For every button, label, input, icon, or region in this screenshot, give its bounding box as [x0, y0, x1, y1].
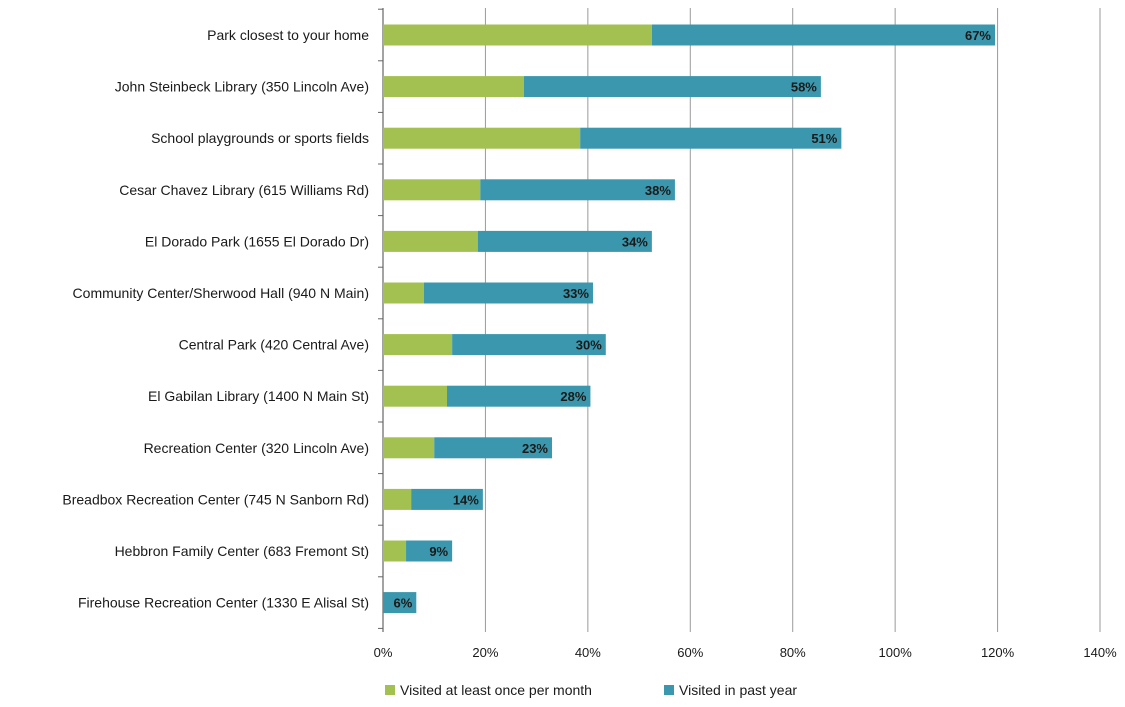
data-label: 34% [622, 234, 648, 249]
tick-label: 140% [1083, 645, 1117, 660]
data-label: 14% [453, 492, 479, 507]
tick-label: 20% [472, 645, 498, 660]
category-label: Hebbron Family Center (683 Fremont St) [115, 543, 369, 559]
bar-past-year [447, 385, 591, 407]
data-label: 6% [393, 596, 412, 611]
gridlines [378, 8, 1101, 632]
bar-past-year [580, 127, 842, 149]
tick-label: 0% [374, 645, 393, 660]
tick-label: 100% [879, 645, 913, 660]
category-label: Cesar Chavez Library (615 Williams Rd) [119, 182, 369, 198]
data-labels: 67% 58% 51% 38% 34% 33% 30% 28% 23% 14% 9% 6% [393, 28, 991, 611]
bar-monthly [383, 179, 481, 201]
category-label: School playgrounds or sports fields [151, 130, 369, 146]
x-axis-tick-labels: 0% 20% 40% 60% 80% 100% 120% 140% [374, 645, 1117, 660]
bar-monthly [383, 24, 652, 46]
category-label: Firehouse Recreation Center (1330 E Alis… [78, 595, 369, 611]
category-label: Recreation Center (320 Lincoln Ave) [144, 440, 369, 456]
tick-label: 80% [780, 645, 806, 660]
bar-monthly [383, 540, 407, 562]
bar-monthly [383, 385, 448, 407]
legend-label-monthly: Visited at least once per month [400, 682, 592, 698]
legend: Visited at least once per month Visited … [385, 682, 797, 698]
bar-past-year [406, 540, 453, 562]
data-label: 30% [576, 338, 602, 353]
bar-monthly [383, 437, 435, 459]
bar-monthly [383, 230, 478, 252]
bar-past-year [480, 179, 675, 201]
category-label: John Steinbeck Library (350 Lincoln Ave) [115, 79, 369, 95]
category-label: El Dorado Park (1655 El Dorado Dr) [145, 233, 369, 249]
bar-monthly [383, 282, 424, 304]
tick-label: 120% [981, 645, 1015, 660]
data-label: 67% [965, 28, 991, 43]
bar-past-year [651, 24, 996, 46]
bar-monthly [383, 76, 524, 98]
category-label: El Gabilan Library (1400 N Main St) [148, 388, 369, 404]
data-label: 33% [563, 286, 589, 301]
data-label: 38% [645, 183, 671, 198]
bar-past-year [434, 437, 553, 459]
category-labels: Park closest to your home John Steinbeck … [62, 27, 369, 611]
legend-swatch-past-year [664, 685, 674, 695]
bar-past-year [383, 592, 417, 614]
bar-monthly [383, 488, 412, 510]
data-label: 23% [522, 441, 548, 456]
bar-past-year [477, 230, 652, 252]
data-label: 58% [791, 80, 817, 95]
legend-label-past-year: Visited in past year [679, 682, 797, 698]
data-label: 9% [429, 544, 448, 559]
category-label: Community Center/Sherwood Hall (940 N Ma… [73, 285, 369, 301]
category-label: Park closest to your home [207, 27, 369, 43]
bar-past-year [423, 282, 593, 304]
legend-swatch-monthly [385, 685, 395, 695]
data-label: 51% [811, 131, 837, 146]
category-label: Breadbox Recreation Center (745 N Sanbor… [62, 491, 369, 507]
bar-past-year [523, 76, 821, 98]
tick-label: 40% [575, 645, 601, 660]
bars [383, 24, 996, 614]
tick-label: 60% [677, 645, 703, 660]
bar-monthly [383, 127, 581, 149]
bar-past-year [411, 488, 483, 510]
bar-monthly [383, 334, 453, 356]
bar-past-year [452, 334, 606, 356]
data-label: 28% [560, 389, 586, 404]
category-label: Central Park (420 Central Ave) [179, 337, 369, 353]
